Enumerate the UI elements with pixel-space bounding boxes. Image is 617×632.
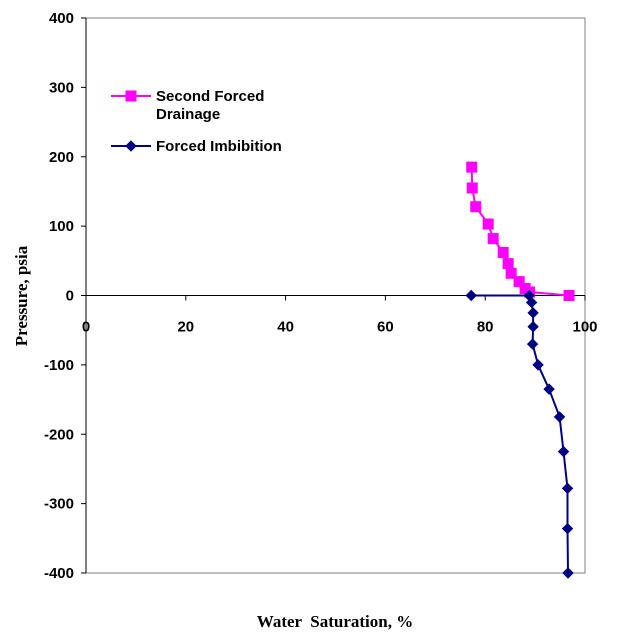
data-point: [532, 359, 544, 371]
y-tick-label: -400: [44, 565, 74, 582]
data-point: [543, 383, 555, 395]
data-point: [482, 218, 494, 230]
data-point: [466, 182, 478, 194]
series-second-forced-drainage: [466, 161, 575, 301]
x-tick-label: 0: [82, 319, 90, 336]
data-point: [465, 289, 477, 302]
legend-entry: Forced Imbibition: [111, 138, 282, 155]
y-tick-label: 300: [49, 79, 74, 96]
y-tick-label: -300: [44, 496, 74, 513]
legend-marker: [125, 90, 137, 102]
legend: Second Forced Drainage Forced Imbibition: [111, 88, 282, 155]
series-line: [471, 294, 569, 574]
data-point: [526, 338, 539, 350]
data-point: [527, 307, 539, 319]
data-point: [487, 233, 499, 245]
axes: 400 300 200 100 0 -100 -200 -300 -400 0 20 40 60 80 10…: [44, 10, 598, 582]
x-tick-label: 40: [277, 319, 294, 336]
data-point: [561, 522, 574, 535]
data-point: [527, 321, 539, 333]
data-point: [563, 290, 575, 301]
data-point: [525, 296, 538, 309]
series-layer: [465, 161, 575, 579]
data-point: [505, 267, 517, 279]
data-point: [557, 445, 570, 458]
x-tick-label: 100: [572, 319, 597, 336]
data-point: [562, 567, 574, 579]
y-tick-label: 100: [49, 218, 74, 235]
y-tick-label: 0: [66, 288, 74, 305]
y-tick-label: -200: [44, 426, 74, 443]
data-point: [470, 201, 482, 213]
legend-marker: [125, 140, 137, 152]
data-point: [466, 161, 478, 173]
data-point: [519, 283, 531, 295]
data-point: [513, 276, 525, 288]
y-axis-title: Pressure, psia: [12, 245, 31, 346]
legend-entry: Second Forced Drainage: [111, 88, 264, 123]
x-tick-label: 20: [177, 319, 194, 336]
data-point: [497, 246, 509, 258]
x-axis-title: Water Saturation, %: [257, 612, 413, 631]
data-point: [502, 258, 514, 270]
series-forced-imbibition: [465, 289, 574, 579]
x-tick-label: 80: [477, 319, 494, 336]
y-tick-label: -100: [44, 357, 74, 374]
y-tick-label: 200: [49, 149, 74, 166]
legend-label: Forced Imbibition: [156, 138, 282, 155]
data-point: [561, 482, 574, 495]
y-tick-label: 400: [49, 10, 74, 27]
x-tick-label: 60: [377, 319, 394, 336]
data-point: [553, 411, 566, 423]
legend-label: Second Forced Drainage: [156, 88, 264, 123]
